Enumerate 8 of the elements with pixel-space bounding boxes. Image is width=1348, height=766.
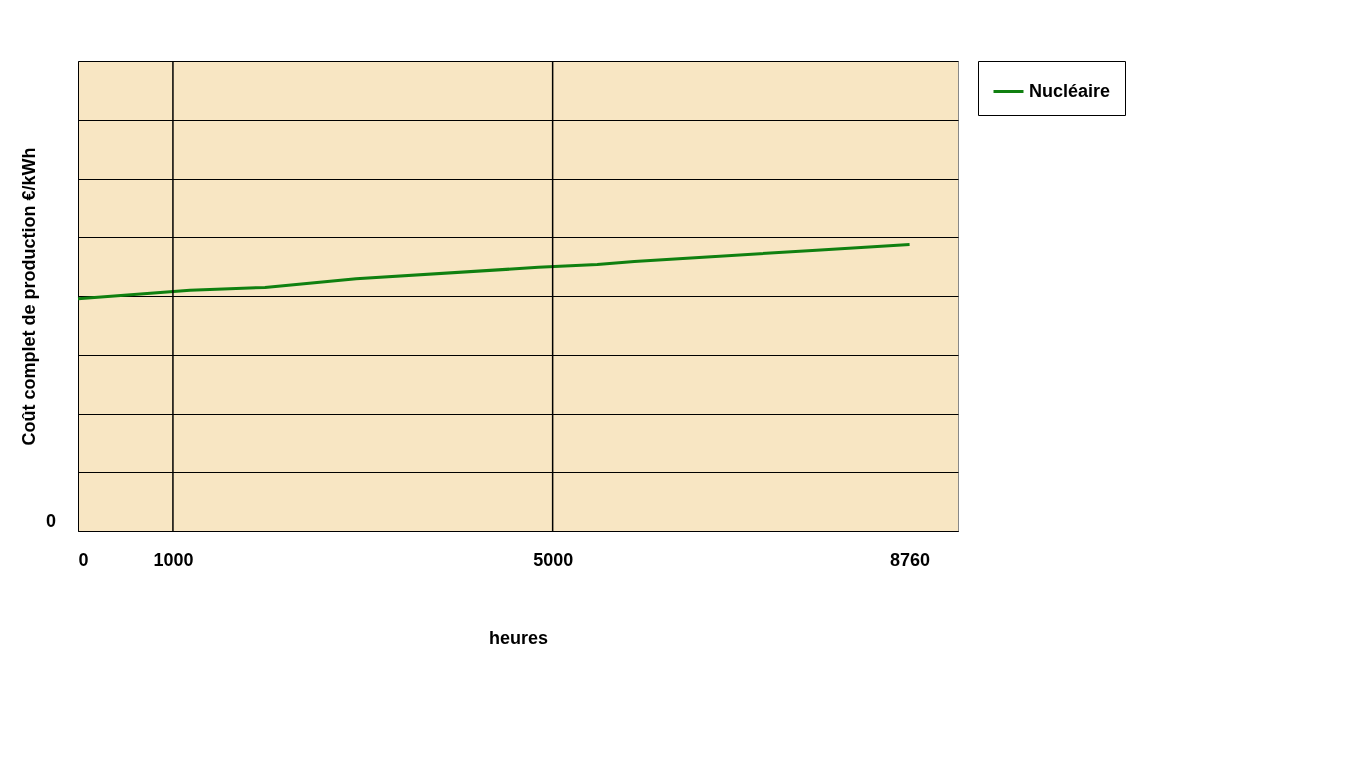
- x-tick-label: 1000: [153, 549, 194, 570]
- legend-label: Nucléaire: [1029, 80, 1111, 101]
- text: 0: [45, 511, 56, 531]
- x-axis-title: heures: [488, 627, 549, 648]
- x-tick-label: 8760: [890, 549, 931, 570]
- y-axis-title: Coût complet de production €/kWh: [18, 147, 39, 446]
- x-tick-label: 0: [78, 549, 89, 570]
- x-tick-label: 5000: [533, 549, 574, 570]
